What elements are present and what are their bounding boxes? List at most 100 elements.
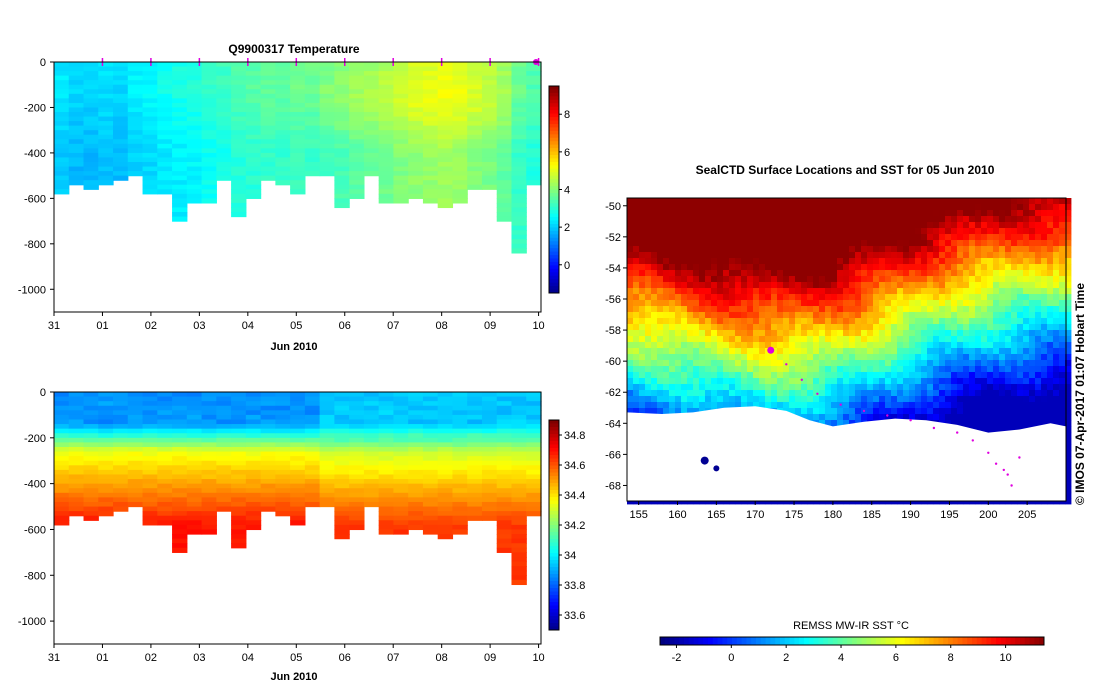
profile-cell	[216, 107, 232, 113]
sst-cell	[627, 228, 634, 235]
sst-cell	[891, 204, 898, 211]
sst-cell	[987, 378, 994, 385]
sst-cell	[915, 390, 922, 397]
sst-cell	[903, 396, 910, 403]
sst-cell	[1029, 318, 1036, 325]
profile-cell	[201, 166, 217, 172]
sst-cell	[993, 402, 1000, 409]
profile-cell	[260, 414, 276, 421]
sst-cell	[855, 198, 862, 205]
profile-cell	[83, 102, 99, 109]
profile-cell	[511, 506, 527, 512]
sst-cell	[669, 198, 676, 205]
profile-cell	[378, 116, 395, 122]
sst-cell	[795, 210, 802, 217]
sst-cell	[1023, 378, 1030, 385]
sst-cell	[1017, 228, 1024, 235]
profile-cell	[319, 465, 335, 471]
profile-cell	[68, 483, 85, 489]
sst-cell	[921, 270, 928, 277]
sst-cell	[855, 312, 862, 319]
profile-cell	[526, 93, 542, 99]
sst-cell	[693, 210, 700, 217]
sst-cell	[1041, 300, 1048, 307]
sst-cell	[927, 306, 934, 313]
sst-cell	[777, 294, 784, 301]
sst-cell	[855, 234, 862, 241]
sst-cell	[999, 396, 1006, 403]
profile-cell	[437, 71, 454, 77]
sst-cell	[717, 246, 724, 253]
profile-cell	[157, 152, 173, 159]
sst-cell	[969, 384, 976, 391]
sst-cell	[915, 312, 922, 319]
sst-cell	[909, 204, 916, 211]
profile-cell	[83, 166, 99, 172]
colorbar-swatch	[549, 213, 559, 218]
sst-cell	[669, 294, 676, 301]
profile-cell	[98, 396, 114, 402]
sst-cell	[747, 330, 754, 337]
sst-cell	[675, 240, 682, 247]
profile-cell	[526, 479, 542, 485]
sst-cell	[1059, 216, 1066, 223]
profile-cell	[172, 202, 188, 209]
sst-cell	[825, 312, 832, 319]
profile-cell	[68, 414, 85, 421]
sst-cell	[1035, 354, 1042, 361]
profile-cell	[113, 451, 129, 457]
profile-cell	[496, 405, 513, 411]
sst-cell	[765, 288, 772, 295]
sst-cell	[1059, 228, 1066, 235]
sst-cell	[999, 288, 1006, 295]
profile-cell	[98, 469, 114, 476]
profile-cell	[201, 501, 217, 508]
sst-cell	[675, 318, 682, 325]
profile-cell	[334, 451, 350, 457]
sst-cell	[669, 204, 676, 211]
sst-cell	[1041, 246, 1048, 253]
sst-cell	[699, 198, 706, 205]
profile-cell	[157, 405, 173, 411]
profile-cell	[452, 515, 468, 521]
sst-cell	[771, 384, 778, 391]
profile-cell	[363, 80, 380, 86]
sst-cell	[927, 282, 934, 289]
sst-cell	[867, 246, 874, 253]
profile-cell	[319, 396, 335, 402]
profile-cell	[157, 488, 173, 494]
profile-cell	[231, 456, 247, 462]
sst-cell	[627, 402, 634, 409]
profile-cell	[511, 134, 527, 140]
sst-cell	[789, 348, 796, 355]
profile-cell	[526, 456, 542, 462]
profile-cell	[496, 198, 513, 204]
colorbar-swatch	[549, 553, 559, 557]
sst-cell	[663, 198, 670, 205]
profile-cell	[275, 152, 291, 159]
profile-cell	[172, 212, 188, 218]
profile-cell	[319, 130, 335, 136]
profile-cell	[422, 524, 439, 531]
sst-cell	[813, 252, 820, 259]
profile-cell	[496, 171, 513, 177]
sst-cell	[759, 324, 766, 331]
profile-cell	[68, 424, 85, 430]
sst-cell	[657, 246, 664, 253]
sst-cell	[1017, 204, 1024, 211]
profile-cell	[363, 428, 380, 434]
profile-cell	[319, 121, 335, 127]
sst-cell	[921, 372, 928, 379]
profile-cell	[142, 501, 158, 508]
sst-cell	[1041, 234, 1048, 241]
sst-cell	[819, 240, 826, 247]
sst-cell	[987, 318, 994, 325]
sst-cell	[681, 378, 688, 385]
profile-cell	[349, 442, 365, 448]
colorbar-swatch	[549, 612, 559, 617]
profile-cell	[319, 405, 335, 411]
profile-cell	[496, 89, 513, 95]
sst-cell	[1017, 360, 1024, 367]
sst-cell	[921, 288, 928, 295]
sst-cell	[891, 414, 898, 421]
